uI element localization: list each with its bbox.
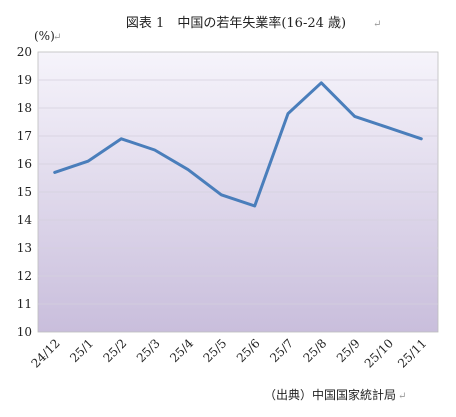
y-tick-label: 16 bbox=[17, 157, 32, 171]
unit-return-mark: ↵ bbox=[53, 32, 61, 43]
y-axis-ticks: 10 11 12 13 14 15 16 17 18 19 20 bbox=[17, 45, 33, 339]
x-tick-label: 24/12 bbox=[28, 336, 62, 370]
x-tick-label: 25/6 bbox=[234, 336, 263, 365]
x-tick-label: 25/8 bbox=[300, 336, 329, 365]
y-tick-label: 19 bbox=[17, 73, 32, 87]
title-return-mark: ↵ bbox=[373, 19, 381, 30]
y-tick-label: 12 bbox=[17, 269, 32, 283]
gridlines bbox=[38, 79, 438, 305]
x-tick-label: 25/9 bbox=[334, 336, 363, 365]
source-return-mark: ↵ bbox=[398, 391, 406, 402]
y-tick-label: 13 bbox=[17, 241, 32, 255]
y-unit-label: (%) bbox=[34, 29, 55, 43]
y-tick-label: 20 bbox=[17, 45, 32, 59]
source-label: （出典）中国国家統計局 bbox=[264, 387, 396, 402]
x-tick-label: 25/11 bbox=[395, 336, 429, 370]
x-tick-label: 25/10 bbox=[362, 336, 396, 370]
series-line bbox=[53, 81, 423, 208]
chart-title: 図表 1 中国の若年失業率(16-24 歳) bbox=[126, 15, 346, 31]
x-tick-label: 25/2 bbox=[100, 336, 129, 365]
x-tick-label: 25/1 bbox=[67, 336, 96, 365]
x-axis-ticks: 24/12 25/1 25/2 25/3 25/4 25/5 25/6 25/7 25/8 25/… bbox=[28, 336, 429, 371]
y-tick-label: 11 bbox=[17, 297, 32, 311]
y-tick-label: 10 bbox=[17, 325, 32, 339]
y-tick-label: 14 bbox=[17, 213, 33, 227]
x-tick-label: 25/5 bbox=[200, 336, 229, 365]
x-tick-label: 25/7 bbox=[267, 336, 296, 365]
y-tick-label: 15 bbox=[17, 185, 32, 199]
x-tick-label: 25/4 bbox=[167, 336, 196, 365]
x-tick-label: 25/3 bbox=[134, 336, 163, 365]
y-tick-label: 17 bbox=[17, 129, 32, 143]
y-tick-label: 18 bbox=[17, 101, 32, 115]
